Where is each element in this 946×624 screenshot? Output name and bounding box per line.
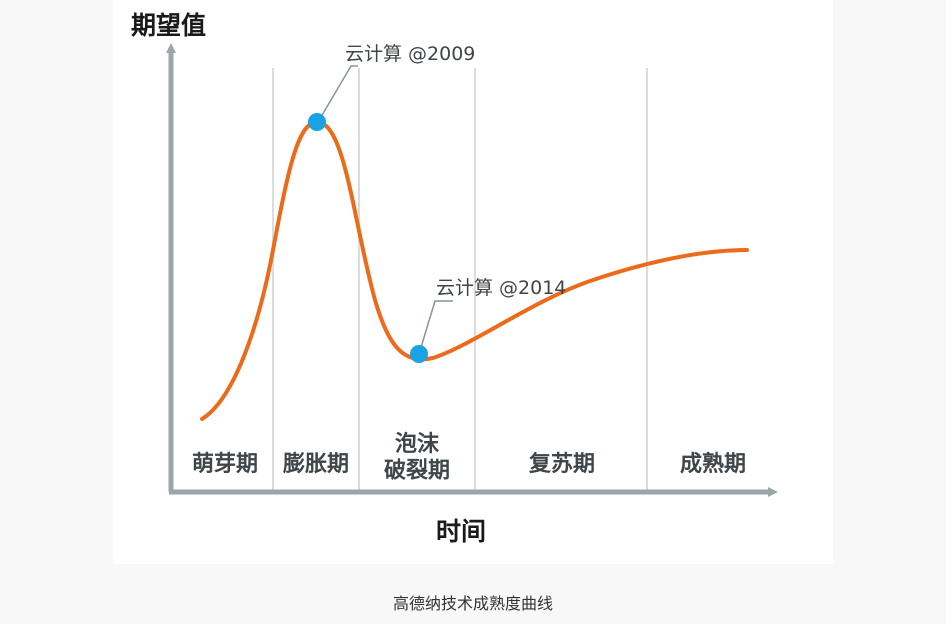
hype-cycle-chart: 期望值 时间 云计算 @2009 云计算 @2014 萌芽期 膨胀期 泡沫破裂期… [131,11,778,546]
trough-annotation-label: 云计算 @2014 [436,277,566,299]
phase-label-2: 膨胀期 [282,452,349,477]
peak-marker [308,113,326,131]
phase-label-5: 成熟期 [680,451,746,477]
trough-annotation-leader [418,300,453,355]
phase-label-1: 萌芽期 [192,452,258,477]
trough-marker [410,345,428,363]
phase-label-4: 复苏期 [528,451,595,477]
hype-curve-line [200,119,749,421]
peak-annotation-leader [317,65,358,123]
figure-caption: 高德纳技术成熟度曲线 [392,594,553,613]
x-axis-title: 时间 [436,517,486,546]
y-axis-title: 期望值 [131,11,206,40]
peak-annotation-label: 云计算 @2009 [345,43,475,65]
chart-panel: 期望值 时间 云计算 @2009 云计算 @2014 萌芽期 膨胀期 泡沫破裂期… [113,0,833,564]
phase-label-3: 泡沫破裂期 [384,431,450,483]
